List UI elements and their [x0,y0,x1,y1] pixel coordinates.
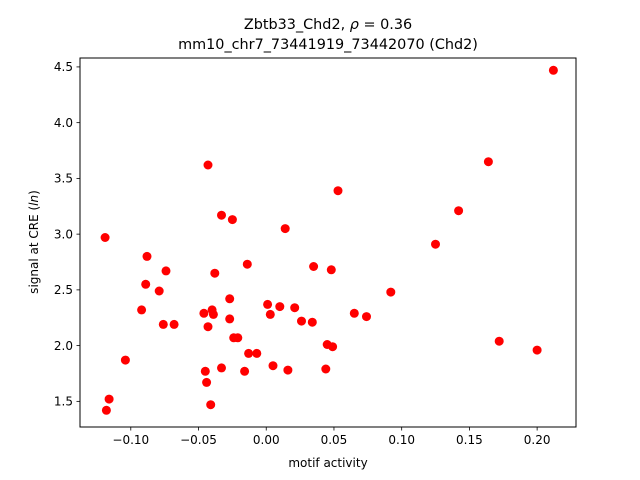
data-point [100,233,110,242]
x-tick-label: 0.05 [321,433,348,447]
data-point [203,160,213,170]
y-tick-label: 4.5 [54,60,73,74]
data-point [326,265,336,275]
data-point [158,319,168,329]
data-point [137,305,147,315]
plot-frame [79,57,577,428]
data-point [244,348,254,358]
data-point [328,342,338,352]
data-point [309,262,319,271]
data-point [104,394,114,404]
x-tick-label: 0.00 [253,433,280,447]
data-point [532,345,542,355]
y-tick-label: 3.5 [54,172,73,186]
data-point [142,251,152,261]
x-tick-label: 0.15 [456,433,483,447]
data-point [349,308,359,318]
data-point [431,239,440,249]
data-point [233,333,243,343]
data-point [240,366,250,376]
data-point [362,312,371,322]
data-point [548,65,558,75]
data-point [275,302,285,312]
data-point [101,405,111,415]
data-point [454,206,464,216]
data-point [297,316,306,326]
data-point [321,364,331,374]
data-point [333,186,343,196]
data-point [200,366,210,376]
y-axis-label: signal at CRE (ln) [27,190,41,294]
x-axis-ticks: −0.10 −0.05 0.00 0.05 0.10 0.15 0.20 [112,427,550,447]
data-point [227,215,237,225]
data-point [263,299,273,309]
data-point [225,314,235,324]
data-point [307,317,317,327]
data-point [252,348,262,358]
data-point [154,286,164,296]
data-point [283,365,293,375]
data-point [210,268,220,278]
data-point [202,377,212,387]
data-point [208,309,218,319]
data-point [203,322,213,332]
data-point [141,279,151,289]
chart-title-line1: Zbtb33_Chd2, ρ = 0.36 [244,17,412,33]
data-point [161,266,171,276]
y-tick-label: 2.0 [54,339,73,353]
data-point [268,361,278,371]
data-point [199,308,209,318]
x-axis-label: motif activity [288,456,367,470]
data-point [280,224,290,234]
data-point [217,210,226,220]
data-point [206,400,216,410]
chart-title-line2: mm10_chr7_73441919_73442070 (Chd2) [178,37,478,53]
y-tick-label: 2.5 [54,283,73,297]
x-tick-label: −0.10 [112,433,149,447]
x-tick-label: −0.05 [180,433,217,447]
y-tick-label: 4.0 [54,116,73,130]
data-point [483,157,493,167]
data-point [225,294,235,304]
data-point [120,355,130,365]
x-tick-label: 0.20 [524,433,551,447]
data-point [290,303,300,313]
data-point [265,309,275,319]
y-tick-label: 1.5 [54,395,73,409]
data-point [169,319,179,329]
y-tick-label: 3.0 [54,227,73,241]
data-points [100,65,558,415]
data-point [494,336,504,346]
data-point [242,259,252,269]
y-axis-ticks: 1.5 2.0 2.5 3.0 3.5 4.0 4.5 [54,60,80,409]
x-tick-label: 0.10 [388,433,415,447]
data-point [217,363,226,373]
data-point [386,287,396,297]
